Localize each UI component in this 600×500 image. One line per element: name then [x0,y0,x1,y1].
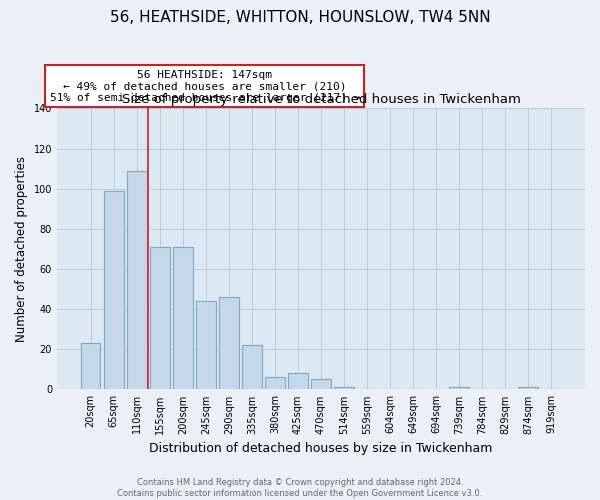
Bar [518,388,538,390]
Bar [127,170,146,390]
Y-axis label: Number of detached properties: Number of detached properties [15,156,28,342]
Bar [104,190,124,390]
Text: Contains HM Land Registry data © Crown copyright and database right 2024.
Contai: Contains HM Land Registry data © Crown c… [118,478,482,498]
Bar [219,297,239,390]
Bar [242,346,262,390]
Bar [334,388,354,390]
Bar [173,247,193,390]
Bar [265,378,284,390]
Bar [311,380,331,390]
Bar [81,344,100,390]
Bar [196,301,215,390]
Bar [150,247,170,390]
Text: 56, HEATHSIDE, WHITTON, HOUNSLOW, TW4 5NN: 56, HEATHSIDE, WHITTON, HOUNSLOW, TW4 5N… [110,10,490,25]
Text: 56 HEATHSIDE: 147sqm
← 49% of detached houses are smaller (210)
51% of semi-deta: 56 HEATHSIDE: 147sqm ← 49% of detached h… [50,70,360,103]
Bar [449,388,469,390]
X-axis label: Distribution of detached houses by size in Twickenham: Distribution of detached houses by size … [149,442,493,455]
Bar [288,374,308,390]
Title: Size of property relative to detached houses in Twickenham: Size of property relative to detached ho… [122,93,520,106]
